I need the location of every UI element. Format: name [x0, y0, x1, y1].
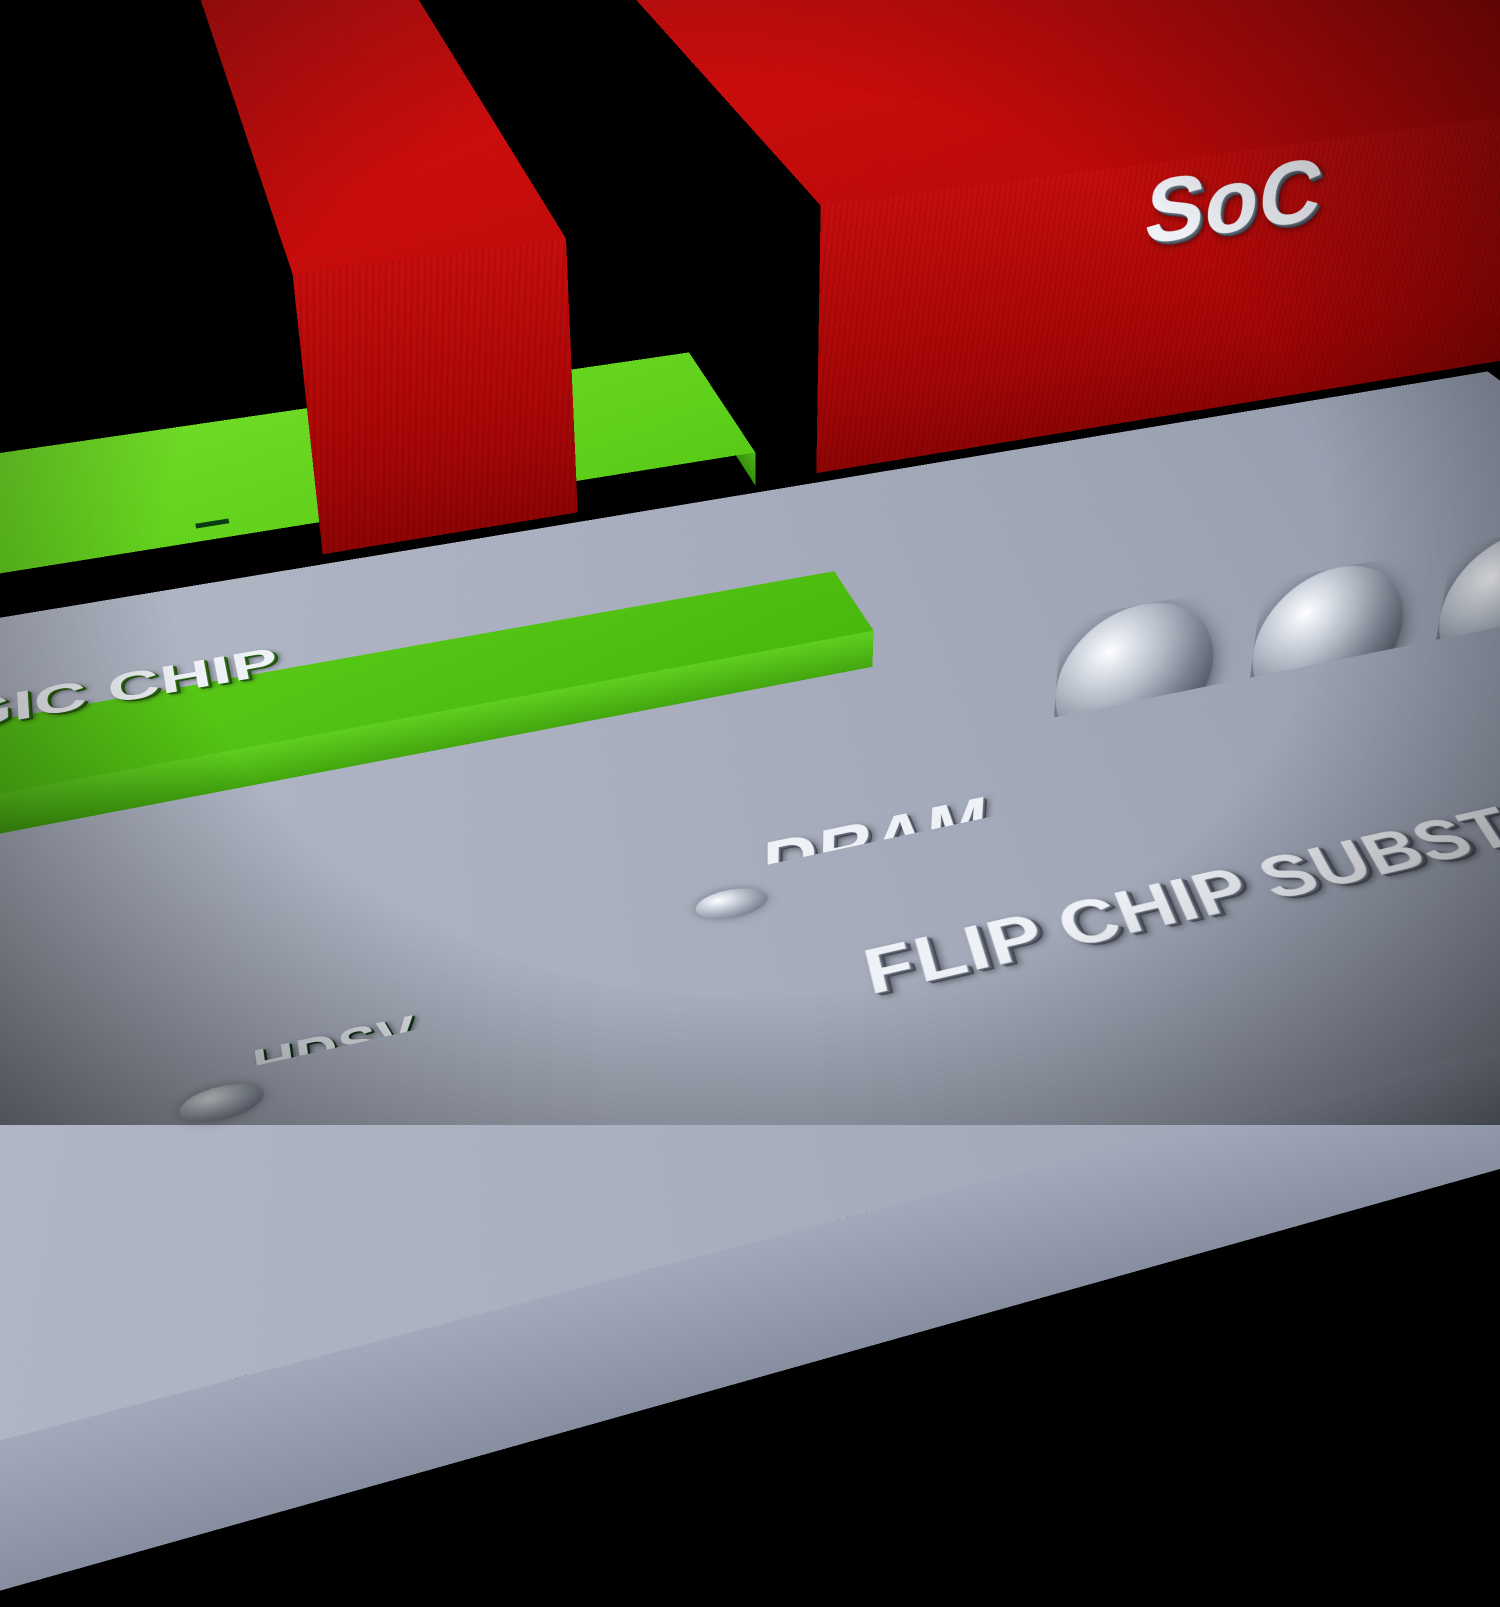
world: FLIP CHIP SUBSTRATE HDSV DRAM LOGIC CHIP: [57, 350, 1500, 1221]
scene: FLIP CHIP SUBSTRATE HDSV DRAM LOGIC CHIP: [0, 0, 1500, 1125]
